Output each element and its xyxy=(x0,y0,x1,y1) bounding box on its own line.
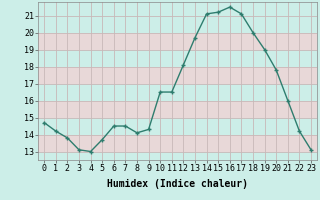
Bar xyxy=(38,67,317,84)
Bar xyxy=(38,84,317,101)
Bar xyxy=(38,50,317,67)
X-axis label: Humidex (Indice chaleur): Humidex (Indice chaleur) xyxy=(107,179,248,189)
Bar xyxy=(38,118,317,135)
Bar xyxy=(38,33,317,50)
Bar xyxy=(38,16,317,33)
Bar xyxy=(38,135,317,152)
Bar xyxy=(38,101,317,118)
